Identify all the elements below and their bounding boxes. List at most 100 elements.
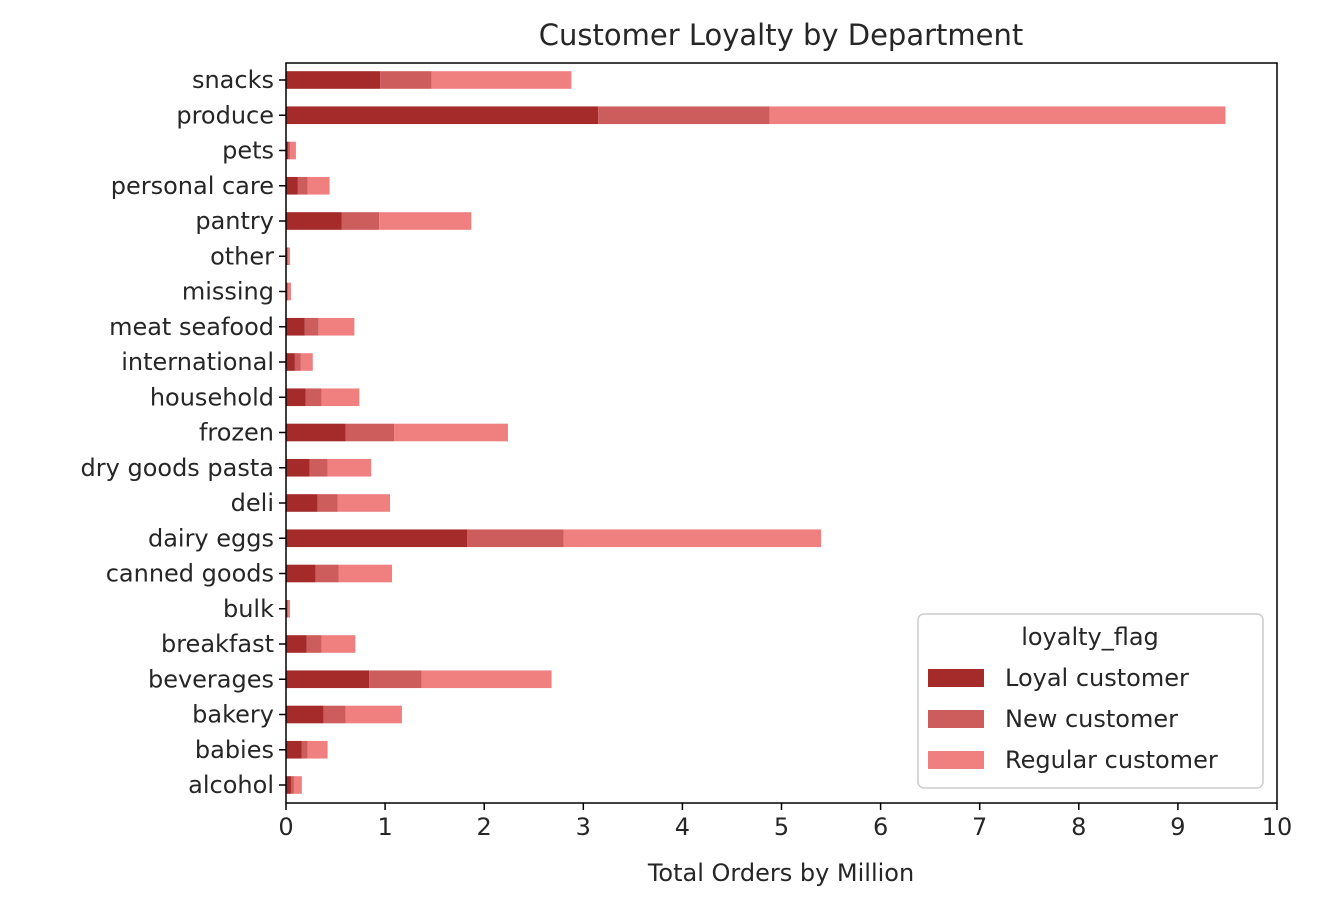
y-tick-label: bakery — [192, 701, 274, 729]
bar-other-regular-customer — [287, 247, 290, 266]
bar-snacks-loyal-customer — [286, 71, 381, 89]
bar-dry-goods-pasta-loyal-customer — [286, 458, 310, 477]
bar-frozen-regular-customer — [394, 423, 508, 442]
bar-dairy-eggs-new-customer — [467, 529, 564, 548]
bar-bakery-new-customer — [323, 705, 346, 724]
x-axis-label: Total Orders by Million — [647, 859, 914, 887]
bar-snacks-regular-customer — [431, 71, 572, 89]
bar-breakfast-loyal-customer — [286, 635, 307, 653]
bar-dry-goods-pasta-new-customer — [309, 458, 328, 477]
x-tick-label: 7 — [972, 813, 987, 841]
bar-breakfast-regular-customer — [321, 635, 356, 653]
y-tick-label: bulk — [223, 595, 274, 623]
legend-swatch — [928, 751, 984, 769]
bar-bakery-loyal-customer — [286, 705, 324, 724]
bar-meat-seafood-new-customer — [304, 317, 319, 336]
chart-title: Customer Loyalty by Department — [539, 18, 1024, 52]
legend-entries: Loyal customer New customer Regular custom… — [928, 664, 1218, 774]
bar-frozen-new-customer — [345, 423, 395, 442]
x-axis: 0 1 2 3 4 5 6 7 8 9 10 — [278, 803, 1292, 841]
y-tick-label: missing — [182, 278, 274, 306]
bar-babies-regular-customer — [307, 740, 328, 759]
bar-household-regular-customer — [321, 388, 360, 407]
bar-alcohol-regular-customer — [293, 776, 302, 794]
bar-dairy-eggs-regular-customer — [563, 529, 822, 548]
bar-alcohol-new-customer — [290, 776, 294, 794]
bar-personal-care-regular-customer — [307, 176, 330, 195]
bar-household-loyal-customer — [286, 388, 306, 407]
y-tick-label: produce — [176, 101, 274, 129]
bar-produce-regular-customer — [769, 106, 1226, 125]
bar-dry-goods-pasta-regular-customer — [327, 458, 372, 477]
bar-snacks-new-customer — [380, 71, 432, 89]
x-tick-label: 8 — [1071, 813, 1086, 841]
legend-swatch — [928, 669, 984, 687]
bar-produce-loyal-customer — [286, 106, 599, 125]
bar-pantry-new-customer — [341, 212, 380, 230]
y-tick-label: meat seafood — [109, 313, 274, 341]
bar-deli-regular-customer — [337, 494, 391, 512]
bar-produce-new-customer — [598, 106, 770, 125]
x-tick-label: 1 — [377, 813, 392, 841]
y-tick-label: pets — [222, 137, 274, 165]
y-tick-label: beverages — [148, 665, 274, 693]
bar-international-loyal-customer — [286, 353, 295, 371]
legend-label: Loyal customer — [1005, 664, 1189, 692]
bar-deli-loyal-customer — [286, 494, 318, 512]
y-tick-label: babies — [195, 736, 274, 764]
bar-household-new-customer — [305, 388, 322, 407]
bar-bakery-regular-customer — [345, 705, 402, 724]
legend: loyalty_flag Loyal customer New customer R… — [917, 613, 1264, 789]
bar-dairy-eggs-loyal-customer — [286, 529, 468, 548]
bar-other-new-customer — [286, 247, 288, 266]
y-tick-label: canned goods — [106, 560, 274, 588]
bar-beverages-new-customer — [369, 670, 422, 689]
legend-title: loyalty_flag — [1021, 623, 1159, 651]
bar-pets-loyal-customer — [286, 141, 288, 160]
bar-beverages-loyal-customer — [286, 670, 370, 689]
bar-canned-goods-new-customer — [315, 564, 339, 583]
legend-label: New customer — [1005, 705, 1178, 733]
x-tick-label: 10 — [1262, 813, 1293, 841]
y-tick-label: alcohol — [188, 771, 274, 799]
bar-pets-regular-customer — [289, 141, 296, 160]
y-tick-label: frozen — [199, 419, 274, 447]
bar-missing-new-customer — [286, 282, 288, 301]
bar-meat-seafood-loyal-customer — [286, 317, 305, 336]
bar-canned-goods-regular-customer — [338, 564, 393, 583]
y-tick-label: household — [150, 383, 274, 411]
legend-swatch — [928, 710, 984, 728]
bar-breakfast-new-customer — [306, 635, 322, 653]
bars-group — [286, 71, 1226, 794]
y-tick-label: deli — [231, 489, 274, 517]
x-tick-label: 5 — [774, 813, 789, 841]
bar-meat-seafood-regular-customer — [318, 317, 355, 336]
x-tick-label: 4 — [675, 813, 690, 841]
y-tick-label: pantry — [195, 207, 274, 235]
bar-missing-regular-customer — [287, 282, 291, 301]
y-axis: alcohol babies bakery beverages breakfast bul… — [81, 66, 286, 799]
y-tick-label: international — [121, 348, 274, 376]
bar-deli-new-customer — [317, 494, 338, 512]
y-tick-label: dairy eggs — [148, 524, 274, 552]
bar-pets-new-customer — [287, 141, 290, 160]
bar-international-regular-customer — [300, 353, 313, 371]
y-tick-label: other — [210, 242, 274, 270]
bar-pantry-loyal-customer — [286, 212, 342, 230]
x-tick-label: 0 — [278, 813, 293, 841]
bar-pantry-regular-customer — [379, 212, 472, 230]
bar-beverages-regular-customer — [421, 670, 552, 689]
y-tick-label: snacks — [192, 66, 274, 94]
bar-bulk-regular-customer — [287, 599, 290, 618]
x-tick-label: 3 — [576, 813, 591, 841]
x-tick-label: 9 — [1170, 813, 1185, 841]
bar-bulk-new-customer — [286, 599, 288, 618]
bar-alcohol-loyal-customer — [286, 776, 291, 794]
bar-babies-new-customer — [301, 740, 308, 759]
bar-frozen-loyal-customer — [286, 423, 346, 442]
legend-label: Regular customer — [1005, 746, 1218, 774]
y-tick-label: breakfast — [161, 630, 274, 658]
bar-canned-goods-loyal-customer — [286, 564, 316, 583]
y-tick-label: personal care — [111, 172, 274, 200]
